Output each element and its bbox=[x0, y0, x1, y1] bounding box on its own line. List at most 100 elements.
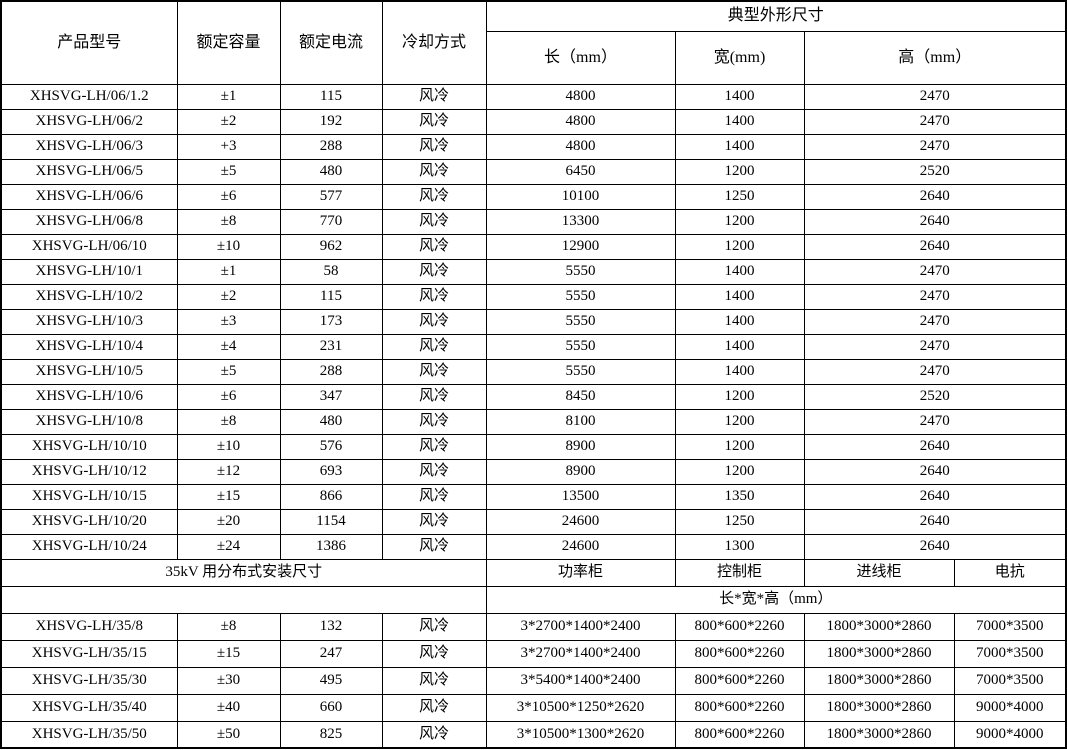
table-cell: 1800*3000*2860 bbox=[803, 639, 955, 668]
table-cell: 2640 bbox=[803, 483, 1067, 510]
table-cell: 288 bbox=[279, 358, 383, 385]
cell-product-model: XHSVG-LH/10/5 bbox=[0, 358, 178, 385]
table-cell: 2640 bbox=[803, 183, 1067, 210]
table-cell: ±12 bbox=[176, 458, 281, 485]
table-cell: 5550 bbox=[485, 258, 676, 285]
table-cell: 风冷 bbox=[381, 483, 487, 510]
table-cell: 13300 bbox=[485, 208, 676, 235]
table-cell: 风冷 bbox=[381, 720, 487, 749]
cell-product-model: XHSVG-LH/10/10 bbox=[0, 433, 178, 460]
table-cell: ±10 bbox=[176, 433, 281, 460]
table-row: XHSVG-LH/10/10 ±10 576 风冷 8900 1200 2640 bbox=[0, 433, 1067, 460]
table-cell: 1400 bbox=[674, 333, 805, 360]
cell-product-model: XHSVG-LH/06/2 bbox=[0, 108, 178, 135]
table-cell: 风冷 bbox=[381, 508, 487, 535]
table-cell: 风冷 bbox=[381, 208, 487, 235]
section-35kv-title: 35kV 用分布式安装尺寸 bbox=[0, 558, 487, 587]
table-cell: 8100 bbox=[485, 408, 676, 435]
table-cell: ±2 bbox=[176, 108, 281, 135]
table-cell: 1386 bbox=[279, 533, 383, 560]
table-cell: ±10 bbox=[176, 233, 281, 260]
table-cell: 2470 bbox=[803, 408, 1067, 435]
table-cell: 577 bbox=[279, 183, 383, 210]
table-cell: 2470 bbox=[803, 133, 1067, 160]
section-35kv-dims-row: 长*宽*高（mm） bbox=[0, 585, 1067, 614]
header-rated-capacity: 额定容量 bbox=[176, 0, 281, 85]
table-cell: ±8 bbox=[176, 408, 281, 435]
table-cell: 风冷 bbox=[381, 433, 487, 460]
table-cell: 660 bbox=[279, 693, 383, 722]
cell-product-model: XHSVG-LH/35/40 bbox=[0, 693, 178, 722]
table-cell: 3*2700*1400*2400 bbox=[485, 639, 676, 668]
table-cell: 770 bbox=[279, 208, 383, 235]
header-row-top: 产品型号 额定容量 额定电流 冷却方式 典型外形尺寸 bbox=[0, 0, 1067, 85]
cell-product-model: XHSVG-LH/06/10 bbox=[0, 233, 178, 260]
table-cell: 800*600*2260 bbox=[674, 720, 805, 749]
table-cell: 1400 bbox=[674, 258, 805, 285]
table-cell: 495 bbox=[279, 666, 383, 695]
table-row: XHSVG-LH/06/6 ±6 577 风冷 10100 1250 2640 bbox=[0, 183, 1067, 210]
cell-product-model: XHSVG-LH/10/12 bbox=[0, 458, 178, 485]
table-cell: ±1 bbox=[176, 258, 281, 285]
table-row: XHSVG-LH/10/12 ±12 693 风冷 8900 1200 2640 bbox=[0, 458, 1067, 485]
table-cell: 13500 bbox=[485, 483, 676, 510]
table-cell: 2470 bbox=[803, 108, 1067, 135]
table-cell: 693 bbox=[279, 458, 383, 485]
table-cell: 风冷 bbox=[381, 308, 487, 335]
cell-product-model: XHSVG-LH/10/2 bbox=[0, 283, 178, 310]
table-row: XHSVG-LH/10/24 ±24 1386 风冷 24600 1300 2640 bbox=[0, 533, 1067, 560]
section-35kv-empty-cell bbox=[0, 585, 487, 614]
table-row: XHSVG-LH/10/1 ±1 58 风冷 5550 1400 2470 bbox=[0, 258, 1067, 285]
table-cell: ±20 bbox=[176, 508, 281, 535]
table-cell: 1800*3000*2860 bbox=[803, 693, 955, 722]
header-height-mm: 高（mm） bbox=[803, 30, 1067, 85]
table-cell: 7000*3500 bbox=[953, 666, 1067, 695]
table-cell: 800*600*2260 bbox=[674, 666, 805, 695]
table-cell: 1200 bbox=[674, 383, 805, 410]
cell-product-model: XHSVG-LH/06/1.2 bbox=[0, 83, 178, 110]
table-cell: 2640 bbox=[803, 233, 1067, 260]
table-cell: 231 bbox=[279, 333, 383, 360]
table-cell: 2470 bbox=[803, 258, 1067, 285]
table-cell: ±5 bbox=[176, 158, 281, 185]
table-cell: ±15 bbox=[176, 639, 281, 668]
table-cell: ±3 bbox=[176, 308, 281, 335]
table-cell: 1800*3000*2860 bbox=[803, 720, 955, 749]
table-cell: 825 bbox=[279, 720, 383, 749]
table-cell: 1800*3000*2860 bbox=[803, 666, 955, 695]
table-row: XHSVG-LH/10/8 ±8 480 风冷 8100 1200 2470 bbox=[0, 408, 1067, 435]
table-cell: 6450 bbox=[485, 158, 676, 185]
table-cell: 192 bbox=[279, 108, 383, 135]
table-cell: 1400 bbox=[674, 83, 805, 110]
table-cell: 1200 bbox=[674, 158, 805, 185]
table-cell: 866 bbox=[279, 483, 383, 510]
table-cell: 3*10500*1250*2620 bbox=[485, 693, 676, 722]
table-cell: 风冷 bbox=[381, 358, 487, 385]
table-cell: ±4 bbox=[176, 333, 281, 360]
cell-product-model: XHSVG-LH/10/6 bbox=[0, 383, 178, 410]
table-cell: ±8 bbox=[176, 208, 281, 235]
cell-product-model: XHSVG-LH/06/6 bbox=[0, 183, 178, 210]
table-row: XHSVG-LH/35/15 ±15 247 风冷 3*2700*1400*2400 80… bbox=[0, 639, 1067, 668]
table-cell: 9000*4000 bbox=[953, 693, 1067, 722]
table-cell: 2520 bbox=[803, 383, 1067, 410]
cell-product-model: XHSVG-LH/06/8 bbox=[0, 208, 178, 235]
cell-product-model: XHSVG-LH/35/30 bbox=[0, 666, 178, 695]
table-cell: 3*2700*1400*2400 bbox=[485, 612, 676, 641]
table-row: XHSVG-LH/06/5 ±5 480 风冷 6450 1200 2520 bbox=[0, 158, 1067, 185]
table-cell: 8900 bbox=[485, 458, 676, 485]
table-cell: 1800*3000*2860 bbox=[803, 612, 955, 641]
table-cell: 1154 bbox=[279, 508, 383, 535]
table-cell: 173 bbox=[279, 308, 383, 335]
table-cell: 12900 bbox=[485, 233, 676, 260]
table-cell: 2640 bbox=[803, 533, 1067, 560]
header-row-dims: 长（mm） 宽(mm) 高（mm） bbox=[1, 30, 1067, 85]
table-row: XHSVG-LH/06/2 ±2 192 风冷 4800 1400 2470 bbox=[0, 108, 1067, 135]
table-cell: ±6 bbox=[176, 383, 281, 410]
cell-product-model: XHSVG-LH/10/15 bbox=[0, 483, 178, 510]
table-cell: ±8 bbox=[176, 612, 281, 641]
table-cell: 风冷 bbox=[381, 383, 487, 410]
table-cell: 115 bbox=[279, 83, 383, 110]
table-cell: 1400 bbox=[674, 283, 805, 310]
